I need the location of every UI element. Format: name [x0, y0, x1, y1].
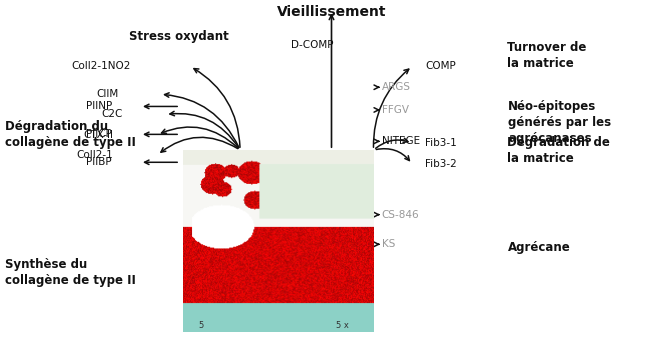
- Text: NITEGE: NITEGE: [382, 136, 420, 146]
- Text: PIICP: PIICP: [86, 129, 112, 139]
- Text: Fib3-1: Fib3-1: [425, 138, 457, 148]
- Text: FFGV: FFGV: [382, 105, 408, 115]
- Text: Vieillissement: Vieillissement: [277, 5, 386, 19]
- Text: Agrécane: Agrécane: [508, 241, 571, 254]
- Text: ARGS: ARGS: [382, 82, 410, 92]
- Text: Dégradation de
la matrice: Dégradation de la matrice: [507, 135, 610, 165]
- Text: Dégradation du
collagène de type II: Dégradation du collagène de type II: [5, 120, 136, 149]
- Text: Synthèse du
collagène de type II: Synthèse du collagène de type II: [5, 258, 136, 287]
- Text: CTX-II: CTX-II: [83, 130, 113, 140]
- Text: Néo-épitopes
générés par les
agrécanases: Néo-épitopes générés par les agrécanases: [508, 100, 612, 144]
- Text: KS: KS: [382, 239, 395, 249]
- Text: Stress oxydant: Stress oxydant: [129, 30, 229, 43]
- Text: Turnover de
la matrice: Turnover de la matrice: [507, 41, 586, 70]
- Text: 5: 5: [199, 321, 204, 330]
- Text: CIIM: CIIM: [97, 89, 119, 99]
- Text: Coll2-1NO2: Coll2-1NO2: [71, 61, 131, 71]
- Text: COMP: COMP: [425, 61, 456, 71]
- Text: PIINP: PIINP: [86, 102, 112, 111]
- Text: PIIBP: PIIBP: [87, 157, 112, 167]
- Text: Fib3-2: Fib3-2: [425, 159, 457, 169]
- Text: Coll2-1: Coll2-1: [77, 150, 113, 160]
- Text: CS-846: CS-846: [382, 210, 419, 220]
- Text: C2C: C2C: [101, 110, 123, 119]
- Text: 5 x: 5 x: [336, 321, 348, 330]
- Text: D-COMP: D-COMP: [291, 40, 334, 50]
